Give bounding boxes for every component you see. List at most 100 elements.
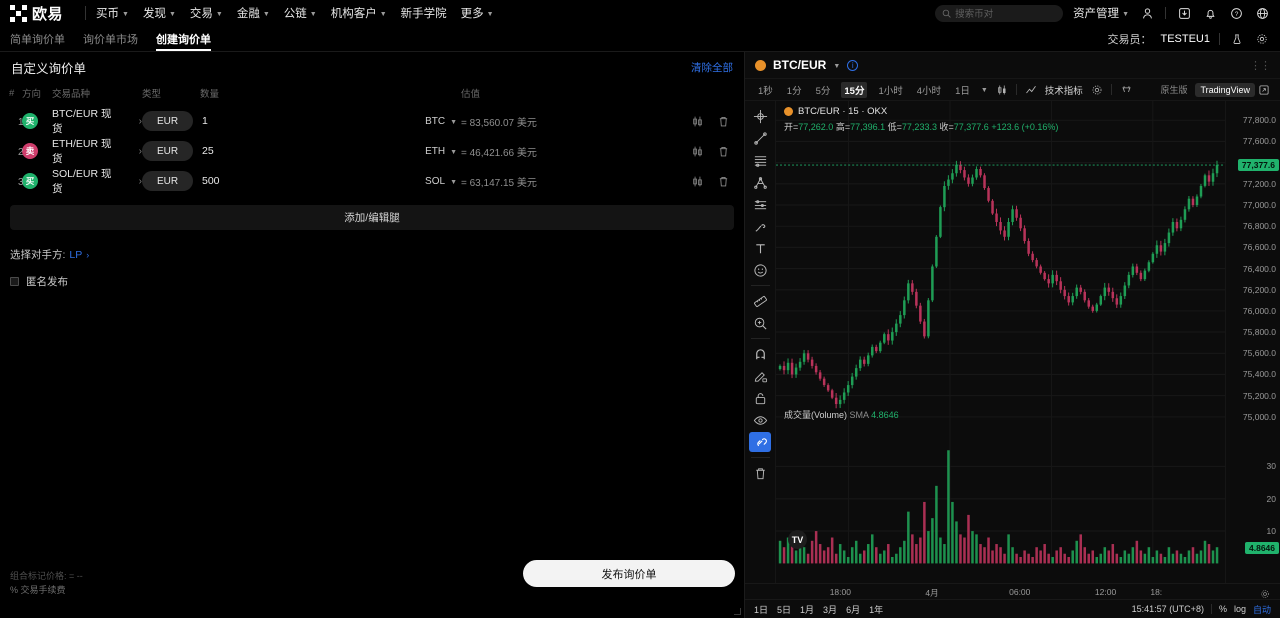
magnet-icon[interactable] — [749, 344, 771, 364]
auto-toggle[interactable]: 自动 — [1252, 604, 1271, 615]
candlestick-type-icon[interactable] — [996, 84, 1008, 96]
timeframe-1s[interactable]: 1秒 — [758, 85, 773, 97]
tab-simple-rfq[interactable]: 简单询价单 — [10, 33, 65, 46]
tab-rfq-market[interactable]: 询价单市场 — [83, 33, 138, 46]
time-axis-settings-icon[interactable] — [1260, 586, 1270, 604]
beaker-icon[interactable] — [1229, 31, 1245, 47]
clear-all-button[interactable]: 清除全部 — [691, 61, 733, 74]
divider — [1110, 84, 1112, 95]
okx-logo[interactable]: 欧易 — [10, 3, 63, 24]
type-pill[interactable]: EUR — [142, 141, 193, 161]
trash-icon[interactable] — [749, 463, 771, 483]
download-icon[interactable] — [1176, 5, 1192, 21]
unit-selector[interactable]: ETH ▼ — [415, 146, 461, 157]
table-row[interactable]: 2 卖 ETH/EUR 现货 › EUR 25 ETH ▼ = 46,421.66 … — [0, 136, 744, 166]
range-1mo[interactable]: 1月 — [800, 604, 815, 615]
view-native-button[interactable]: 原生版 — [1160, 85, 1188, 95]
instrument-selector[interactable]: ETH/EUR 现货 › — [52, 136, 142, 166]
emoji-icon[interactable] — [749, 260, 771, 280]
anonymous-publish-row[interactable]: 匿名发布 — [0, 262, 744, 289]
time-axis[interactable]: 18:00 4月 06:00 12:00 18: — [745, 583, 1280, 599]
anonymous-checkbox[interactable] — [10, 277, 19, 286]
gear-icon[interactable] — [1254, 31, 1270, 47]
search-input[interactable]: 搜索币对 — [935, 4, 1064, 22]
quantity-input[interactable]: 25 — [202, 145, 214, 157]
direction-badge-buy[interactable]: 买 — [22, 173, 38, 189]
range-3mo[interactable]: 3月 — [823, 604, 838, 615]
crosshair-icon[interactable] — [749, 106, 771, 126]
timeframe-4h[interactable]: 4小时 — [916, 85, 942, 97]
help-icon[interactable]: ? — [1228, 5, 1244, 21]
timeframe-5m[interactable]: 5分 — [815, 85, 831, 97]
table-row[interactable]: 1 买 BTC/EUR 现货 › EUR 1 BTC ▼ = 83,560.07 美… — [0, 106, 744, 136]
eye-icon[interactable] — [749, 410, 771, 430]
nav-item-trade[interactable]: 交易 ▼ — [190, 5, 223, 21]
trendline-icon[interactable] — [749, 128, 771, 148]
timeframe-15m[interactable]: 15分 — [841, 81, 868, 98]
pitchfork-icon[interactable] — [749, 172, 771, 192]
quantity-input[interactable]: 500 — [202, 175, 220, 187]
nav-item-discover[interactable]: 发现 ▼ — [143, 5, 176, 21]
unit-selector[interactable]: BTC ▼ — [415, 116, 461, 127]
chevron-down-icon[interactable]: ▼ — [833, 62, 841, 70]
timeframe-1d[interactable]: 1日 — [955, 85, 970, 97]
unit-selector[interactable]: SOL ▼ — [415, 176, 461, 187]
chart-settings-gear-icon[interactable] — [1091, 84, 1103, 96]
delete-icon[interactable] — [717, 175, 730, 188]
instrument-selector[interactable]: SOL/EUR 现货 › — [52, 166, 142, 196]
range-5d[interactable]: 5日 — [777, 604, 792, 615]
add-edit-leg-button[interactable]: 添加/编辑腿 — [10, 205, 734, 230]
direction-badge-buy[interactable]: 买 — [22, 113, 38, 129]
link-icon[interactable] — [749, 432, 771, 452]
text-icon[interactable] — [749, 238, 771, 258]
quantity-input[interactable]: 1 — [202, 115, 208, 127]
price-axis[interactable]: 77,800.077,600.077,400.077,200.077,000.0… — [1225, 101, 1280, 583]
indicators-label[interactable]: 技术指标 — [1044, 85, 1083, 97]
log-toggle[interactable]: log — [1233, 604, 1246, 614]
delete-icon[interactable] — [717, 145, 730, 158]
bell-icon[interactable] — [1202, 5, 1218, 21]
range-1y[interactable]: 1年 — [869, 604, 884, 615]
chart-plot-area[interactable]: BTC/EUR · 15 · OKX 开=77,262.0 高=77,396.1… — [776, 101, 1225, 583]
info-icon[interactable]: i — [847, 59, 859, 71]
publish-rfq-button[interactable]: 发布询价单 — [523, 560, 735, 587]
nav-item-finance[interactable]: 金融 ▼ — [237, 5, 270, 21]
user-icon[interactable] — [1139, 5, 1155, 21]
candlestick-icon[interactable] — [691, 175, 704, 188]
type-pill[interactable]: EUR — [142, 171, 193, 191]
table-row[interactable]: 3 买 SOL/EUR 现货 › EUR 500 SOL ▼ = 63,147.15… — [0, 166, 744, 196]
nav-item-more[interactable]: 更多 ▼ — [461, 5, 494, 21]
timeframe-1m[interactable]: 1分 — [786, 85, 802, 97]
range-1d[interactable]: 1日 — [754, 604, 769, 615]
delete-icon[interactable] — [717, 115, 730, 128]
candlestick-icon[interactable] — [691, 145, 704, 158]
direction-badge-sell[interactable]: 卖 — [22, 143, 38, 159]
lock-icon[interactable] — [749, 388, 771, 408]
ruler-icon[interactable] — [749, 291, 771, 311]
range-6mo[interactable]: 6月 — [846, 604, 861, 615]
pattern-icon[interactable] — [749, 194, 771, 214]
zoom-icon[interactable] — [749, 313, 771, 333]
nav-item-institutional[interactable]: 机构客户 ▼ — [331, 5, 387, 21]
type-pill[interactable]: EUR — [142, 111, 193, 131]
nav-item-academy[interactable]: 新手学院 — [401, 5, 447, 21]
pencil-lock-icon[interactable] — [749, 366, 771, 386]
candlestick-icon[interactable] — [691, 115, 704, 128]
chevron-down-icon[interactable]: ▼ — [980, 87, 988, 94]
percent-toggle[interactable]: % — [1218, 604, 1227, 614]
nav-item-asset-management[interactable]: 资产管理 ▼ — [1073, 5, 1129, 21]
globe-icon[interactable] — [1254, 5, 1270, 21]
tab-create-rfq[interactable]: 创建询价单 — [156, 26, 211, 51]
compare-icon[interactable] — [1120, 83, 1133, 96]
nav-item-buy-crypto[interactable]: 买币 ▼ — [96, 5, 129, 21]
horizontal-lines-icon[interactable] — [749, 150, 771, 170]
indicators-icon[interactable] — [1025, 84, 1037, 96]
counterparty-selector[interactable]: 选择对手方: LP › — [0, 230, 744, 262]
timeframe-1h[interactable]: 1小时 — [878, 85, 903, 97]
view-tradingview-button[interactable]: TradingView — [1195, 82, 1255, 97]
resize-handle[interactable] — [734, 608, 741, 615]
nav-item-chain[interactable]: 公链 ▼ — [284, 5, 317, 21]
fullscreen-icon[interactable] — [1258, 84, 1270, 96]
instrument-selector[interactable]: BTC/EUR 现货 › — [52, 106, 142, 136]
brush-icon[interactable] — [749, 216, 771, 236]
